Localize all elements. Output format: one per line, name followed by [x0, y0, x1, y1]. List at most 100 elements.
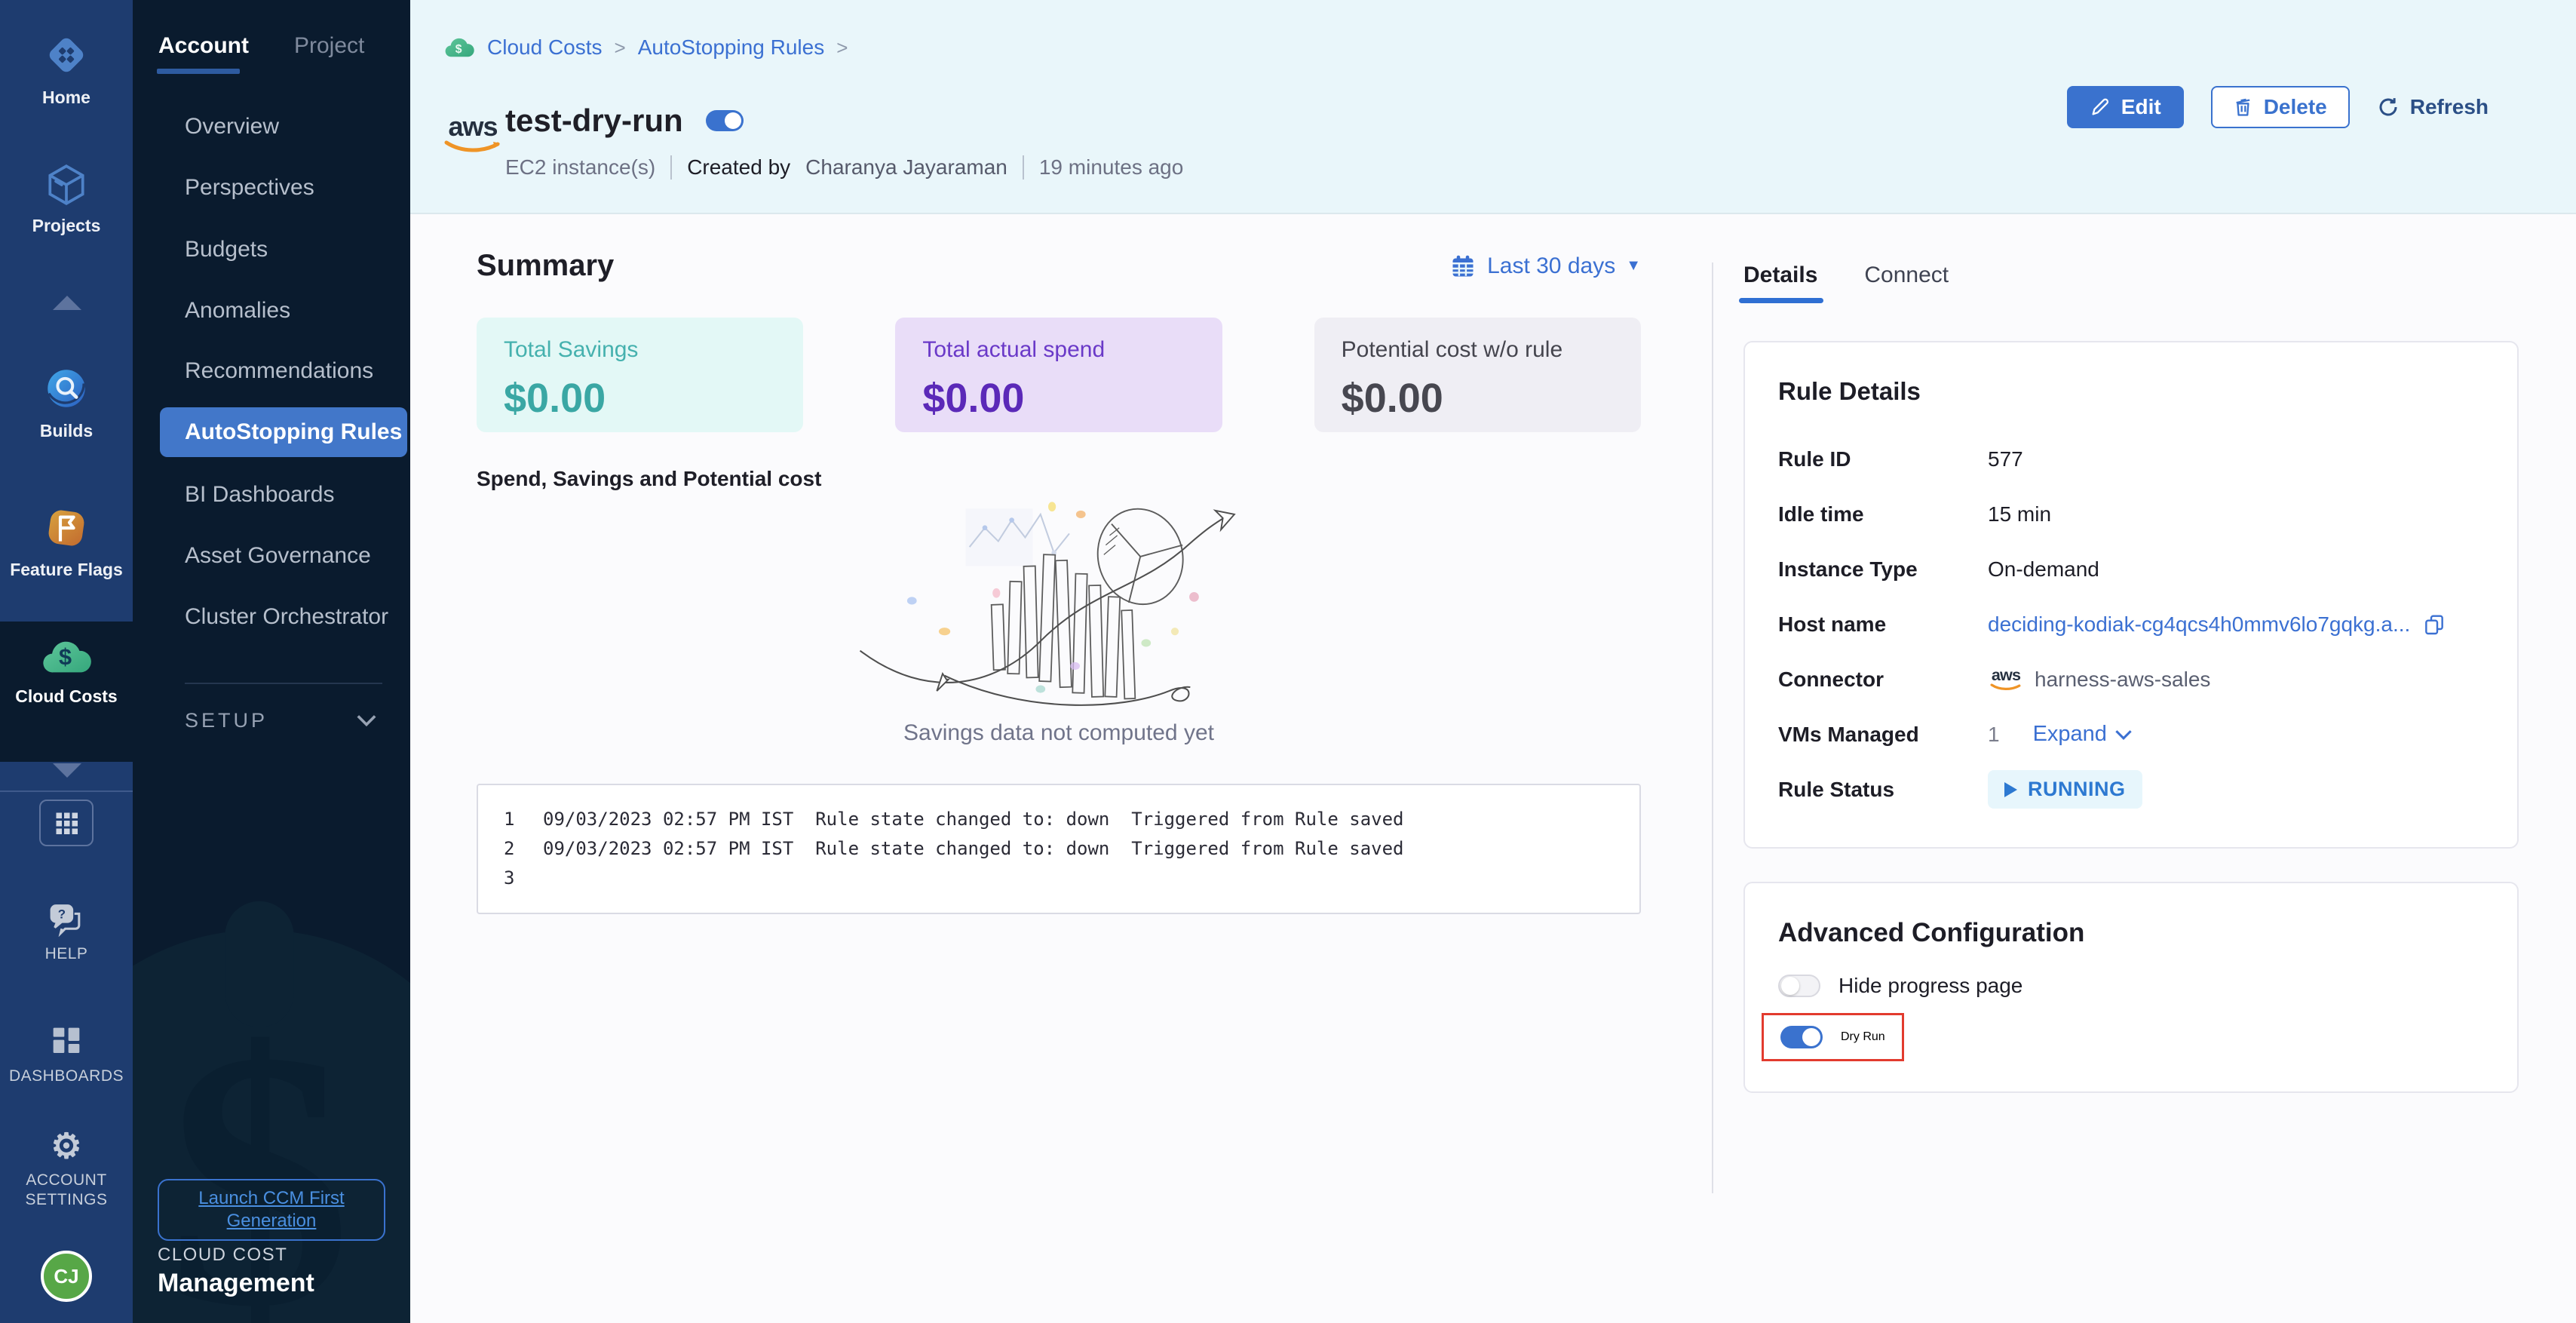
rule-event-log[interactable]: 1 09/03/2023 02:57 PM IST Rule state cha…	[477, 784, 1641, 914]
rail-label: Cloud Costs	[15, 686, 118, 706]
rail-item-help[interactable]: ? HELP	[0, 902, 133, 964]
aws-connector-logo: aws	[1989, 667, 2022, 691]
breadcrumb-autostopping-rules[interactable]: AutoStopping Rules	[637, 35, 825, 59]
rail-scroll-down-icon[interactable]	[53, 763, 81, 778]
breadcrumb: $ Cloud Costs > AutoStopping Rules >	[443, 35, 848, 60]
nav-item-anomalies[interactable]: Anomalies	[185, 298, 291, 323]
builds-icon	[48, 370, 85, 407]
rail-item-cloud-costs[interactable]: $ Cloud Costs	[0, 635, 133, 707]
vms-count: 1	[1988, 722, 2000, 746]
row-label: Rule Status	[1778, 777, 1895, 801]
home-icon	[49, 38, 84, 72]
detail-row-idle-time: Idle time 15 min	[1778, 487, 2484, 542]
feature-flags-icon	[48, 510, 84, 546]
refresh-icon	[2379, 98, 2397, 116]
grid-icon	[56, 812, 78, 834]
tab-project[interactable]: Project	[294, 33, 365, 58]
delete-button[interactable]: Delete	[2210, 86, 2350, 128]
detail-row-vms-managed: VMs Managed 1 Expand	[1778, 707, 2484, 762]
rule-details-heading: Rule Details	[1778, 377, 1921, 405]
rail-label: Home	[42, 87, 90, 107]
total-savings-card: Total Savings $0.00	[477, 318, 804, 432]
avatar-initials: CJ	[54, 1264, 79, 1288]
created-age: 19 minutes ago	[1038, 155, 1184, 179]
rail-item-projects[interactable]: Projects	[0, 161, 133, 236]
gear-icon: ⚙	[51, 1126, 82, 1165]
module-rail: Home Projects Builds	[0, 0, 133, 1323]
summary-cards: Total Savings $0.00 Total actual spend $…	[477, 318, 1641, 432]
edit-button[interactable]: Edit	[2066, 86, 2184, 128]
rule-subtitle: EC2 instance(s) Created by Charanya Jaya…	[505, 155, 1183, 180]
user-avatar[interactable]: CJ	[41, 1251, 92, 1302]
hide-progress-toggle[interactable]	[1778, 975, 1820, 997]
tab-connect[interactable]: Connect	[1864, 262, 1949, 287]
nav-item-autostopping-rules[interactable]: AutoStopping Rules	[160, 407, 407, 457]
nav-item-recommendations[interactable]: Recommendations	[185, 358, 374, 383]
row-label: VMs Managed	[1778, 722, 1919, 746]
savings-illustration	[859, 502, 1236, 706]
breadcrumb-separator: >	[836, 35, 848, 59]
hide-progress-row: Hide progress page	[1778, 974, 2484, 998]
tab-account[interactable]: Account	[157, 33, 249, 74]
rail-item-builds[interactable]: Builds	[0, 364, 133, 441]
row-label: Instance Type	[1778, 557, 1918, 581]
trash-icon	[2236, 98, 2250, 116]
rail-item-home[interactable]: Home	[0, 30, 133, 108]
breadcrumb-cloud-costs[interactable]: Cloud Costs	[487, 35, 603, 59]
date-range-picker[interactable]: Last 30 days ▼	[1449, 253, 1641, 280]
expand-vms-link[interactable]: Expand	[2033, 722, 2133, 747]
nav-scope-tabs: Account Project	[157, 33, 365, 74]
host-name-link[interactable]: deciding-kodiak-cg4qcs4h0mmv6lo7gqkg.a..…	[1988, 612, 2411, 636]
refresh-button[interactable]: Refresh	[2377, 86, 2489, 128]
rail-item-feature-flags[interactable]: Feature Flags	[0, 504, 133, 580]
header-actions: Edit Delete Refresh	[2066, 86, 2489, 128]
title-row: test-dry-run	[505, 103, 744, 139]
rail-label: DASHBOARDS	[8, 1067, 124, 1085]
main-area: $ Cloud Costs > AutoStopping Rules > aws…	[410, 0, 2576, 1323]
rail-item-dashboards[interactable]: DASHBOARDS	[0, 1023, 133, 1086]
copy-icon[interactable]	[2422, 612, 2446, 637]
rail-scroll-up-icon[interactable]	[53, 296, 81, 310]
aws-logo: aws	[443, 113, 502, 155]
dry-run-highlight-box: Dry Run	[1762, 1013, 1904, 1061]
created-by-value: Charanya Jayaraman	[805, 155, 1007, 179]
nav-item-perspectives[interactable]: Perspectives	[185, 175, 314, 200]
play-icon	[2004, 781, 2017, 797]
rail-item-account-settings[interactable]: ⚙ ACCOUNT SETTINGS	[0, 1128, 133, 1210]
rule-enabled-toggle[interactable]	[705, 110, 744, 131]
pencil-icon	[2092, 98, 2108, 115]
nav-item-setup[interactable]: SETUP	[133, 690, 410, 751]
empty-chart-state: Savings data not computed yet	[477, 497, 1641, 746]
calendar-icon	[1452, 255, 1474, 276]
subtitle-divider	[670, 155, 673, 180]
nav-item-asset-governance[interactable]: Asset Governance	[185, 543, 371, 568]
brand-management: Management	[158, 1269, 314, 1297]
nav-item-bi-dashboards[interactable]: BI Dashboards	[185, 482, 335, 507]
page-title: test-dry-run	[505, 103, 683, 138]
log-line-text: 09/03/2023 02:57 PM IST Rule state chang…	[543, 838, 1404, 859]
nav-item-cluster-orchestrator[interactable]: Cluster Orchestrator	[185, 604, 389, 629]
log-line: 2 09/03/2023 02:57 PM IST Rule state cha…	[504, 834, 1614, 864]
module-brand: CLOUD COST Management	[158, 1245, 314, 1298]
tab-details[interactable]: Details	[1738, 262, 1824, 303]
nav-item-budgets[interactable]: Budgets	[185, 237, 268, 262]
log-line-number: 3	[504, 867, 515, 889]
module-switcher-button[interactable]	[39, 800, 94, 846]
row-label: Host name	[1778, 612, 1887, 636]
nav-item-overview[interactable]: Overview	[185, 114, 280, 139]
row-value: 15 min	[1988, 502, 2052, 526]
date-range-label: Last 30 days	[1487, 253, 1616, 278]
dry-run-toggle[interactable]	[1780, 1026, 1823, 1048]
svg-text:$: $	[167, 977, 351, 1323]
refresh-button-label: Refresh	[2409, 95, 2489, 118]
rule-status-text: RUNNING	[2028, 778, 2126, 800]
launch-ccm-first-gen-button[interactable]: Launch CCM First Generation	[158, 1179, 385, 1241]
row-label: Rule ID	[1778, 447, 1851, 471]
rail-label: Builds	[39, 421, 94, 440]
projects-icon	[48, 164, 84, 205]
aws-logo-text: aws	[448, 111, 498, 142]
help-chat-icon: ?	[50, 904, 81, 937]
summary-column: Summary Last 30 days ▼ Tot	[477, 216, 1641, 914]
breadcrumb-separator: >	[614, 35, 626, 59]
